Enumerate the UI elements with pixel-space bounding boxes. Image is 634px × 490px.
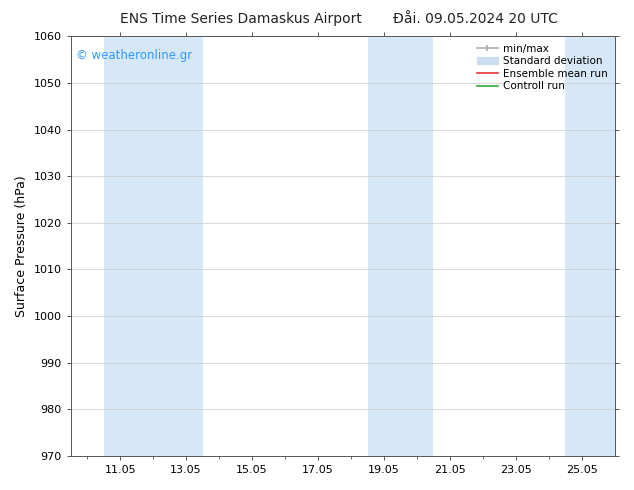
Bar (368, 36, 434, 456)
Text: ENS Time Series Damaskus Airport: ENS Time Series Damaskus Airport (120, 12, 362, 26)
Bar (566, 36, 615, 456)
Legend: min/max, Standard deviation, Ensemble mean run, Controll run: min/max, Standard deviation, Ensemble me… (475, 42, 610, 94)
Text: Đåi. 09.05.2024 20 UTC: Đåi. 09.05.2024 20 UTC (393, 12, 558, 26)
Bar (104, 36, 203, 456)
Text: © weatheronline.gr: © weatheronline.gr (76, 49, 192, 62)
Y-axis label: Surface Pressure (hPa): Surface Pressure (hPa) (15, 175, 28, 317)
